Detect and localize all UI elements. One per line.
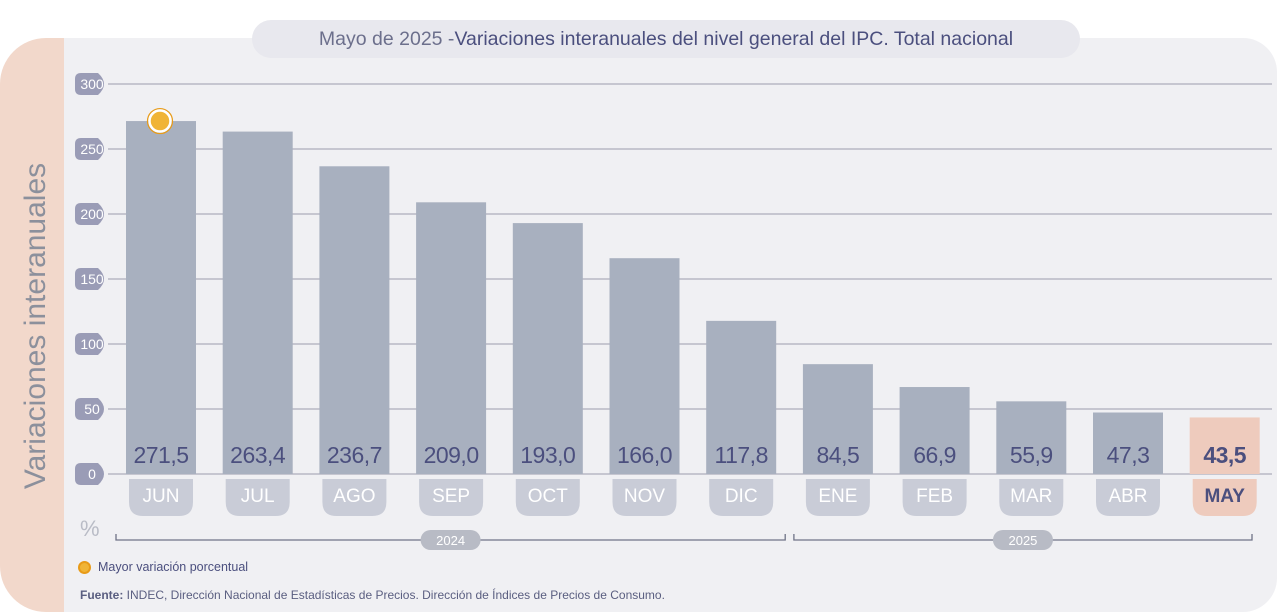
- month-label: OCT: [528, 486, 569, 507]
- month-pill: [709, 479, 774, 516]
- y-tick-badge: [75, 463, 104, 485]
- month-label: ABR: [1108, 486, 1147, 507]
- month-label: NOV: [624, 486, 666, 507]
- month-pill: [902, 479, 967, 516]
- y-tick-badge: [75, 138, 104, 160]
- bar: [416, 202, 487, 475]
- bar-value-label: 43,5: [1203, 442, 1246, 468]
- bar: [609, 258, 680, 474]
- y-tick-label: 0: [88, 466, 96, 482]
- bar-value-label: 263,4: [230, 442, 286, 468]
- bar-value-label: 236,7: [327, 442, 382, 468]
- source-note: Fuente: INDEC, Dirección Nacional de Est…: [80, 588, 665, 602]
- month-label: FEB: [916, 486, 953, 507]
- year-badge: [992, 530, 1053, 550]
- month-pill: [515, 479, 580, 516]
- legend: Mayor variación porcentual: [78, 560, 248, 574]
- y-tick-label: 100: [80, 336, 104, 352]
- bar-value-label: 47,3: [1107, 442, 1150, 468]
- month-pill: [419, 479, 484, 516]
- year-badge: [420, 530, 481, 550]
- bar-value-label: 166,0: [617, 442, 672, 468]
- bar-value-label: 117,8: [715, 442, 768, 468]
- bar-value-label: 193,0: [520, 442, 575, 468]
- month-pill: [999, 479, 1064, 516]
- y-tick-label: 300: [80, 76, 104, 92]
- max-marker-icon: [78, 560, 91, 574]
- chart-title: Mayo de 2025 - Variaciones interanuales …: [252, 20, 1080, 58]
- month-pill: [805, 479, 870, 516]
- legend-label: Mayor variación porcentual: [98, 560, 249, 574]
- month-label: DIC: [725, 486, 758, 507]
- month-pill: [612, 479, 677, 516]
- source-text: INDEC, Dirección Nacional de Estadística…: [123, 588, 665, 602]
- max-marker-ring: [146, 107, 174, 135]
- month-pill: [129, 479, 193, 516]
- bar: [899, 387, 970, 474]
- year-label: 2025: [1008, 533, 1037, 548]
- bar: [802, 364, 873, 474]
- bar: [706, 320, 777, 474]
- y-tick-label: 250: [80, 141, 104, 157]
- month-label: SEP: [432, 486, 470, 507]
- month-label: ENE: [818, 486, 857, 507]
- y-tick-badge: [75, 333, 104, 355]
- month-label: JUL: [241, 486, 275, 507]
- y-tick-badge: [75, 203, 104, 225]
- title-prefix: Mayo de 2025 -: [318, 27, 455, 50]
- month-label: JUN: [143, 486, 180, 507]
- bar-value-label: 55,9: [1010, 442, 1053, 468]
- bar-value-label: 209,0: [424, 442, 479, 468]
- bar: [1093, 412, 1163, 474]
- bar: [996, 401, 1067, 474]
- title-main: Variaciones interanuales del nivel gener…: [454, 27, 1014, 50]
- y-tick-label: 200: [80, 206, 104, 222]
- source-label: Fuente:: [80, 588, 124, 602]
- month-pill: [1096, 479, 1160, 516]
- bar: [319, 166, 390, 475]
- y-tick-badge: [75, 73, 104, 95]
- bar: [126, 121, 196, 475]
- y-tick-label: 150: [80, 271, 104, 287]
- month-pill: [322, 479, 387, 516]
- month-label: MAY: [1204, 486, 1245, 507]
- unit-label: %: [80, 516, 100, 541]
- bar-value-label: 84,5: [817, 442, 860, 468]
- y-tick-badge: [75, 268, 104, 290]
- bar-value-label: 66,9: [913, 442, 956, 468]
- y-tick-label: 50: [84, 401, 100, 417]
- bar: [222, 131, 293, 474]
- bar: [512, 223, 583, 474]
- year-label: 2024: [436, 533, 465, 548]
- bar: [1189, 417, 1260, 474]
- month-label: MAR: [1010, 486, 1052, 507]
- y-tick-badge: [75, 398, 104, 420]
- bar-value-label: 271,5: [133, 442, 188, 468]
- month-label: AGO: [333, 486, 375, 507]
- max-marker-dot: [148, 109, 172, 133]
- month-pill: [225, 479, 290, 516]
- month-pill: [1192, 479, 1257, 516]
